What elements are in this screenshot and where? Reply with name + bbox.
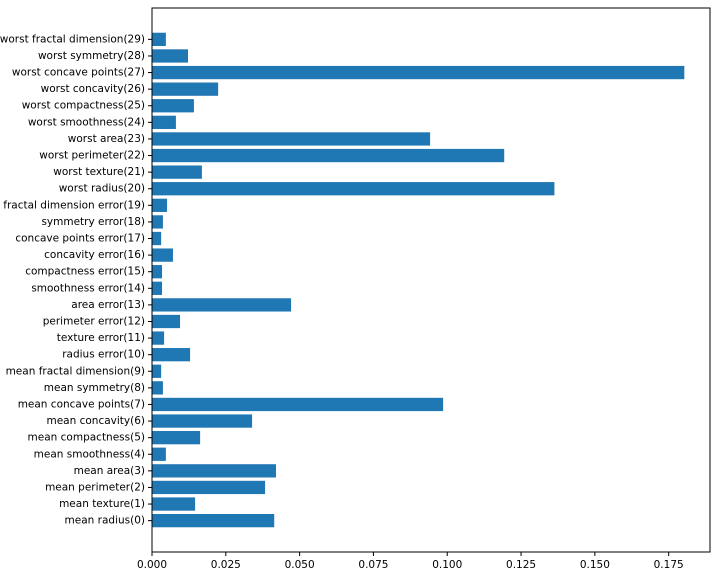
y-tick-label: worst concavity(26) (41, 83, 145, 95)
bar (152, 148, 505, 163)
x-tick-label: 0.050 (285, 559, 315, 571)
y-tick-label: worst radius(20) (59, 183, 145, 195)
y-tick-label: worst area(23) (68, 133, 145, 145)
plot-frame (151, 7, 711, 553)
y-tick-label: worst compactness(25) (22, 100, 145, 112)
bar (152, 348, 191, 362)
bar (152, 431, 201, 445)
x-tick-label: 0.125 (506, 559, 536, 571)
bar (152, 281, 163, 295)
bar (152, 165, 202, 179)
bar (152, 381, 163, 395)
x-tick-label: 0.150 (580, 559, 610, 571)
y-tick-label: worst symmetry(28) (38, 50, 145, 62)
y-tick-label: mean symmetry(8) (44, 382, 145, 394)
bar (152, 49, 189, 63)
y-tick-label: fractal dimension error(19) (3, 199, 145, 211)
bar (152, 314, 181, 329)
y-tick-label: mean compactness(5) (28, 432, 145, 444)
x-tick-label: 0.025 (211, 559, 241, 571)
bar (152, 265, 163, 279)
y-tick-label: mean perimeter(2) (45, 481, 145, 493)
bar (152, 298, 292, 312)
y-tick-label: worst texture(21) (53, 166, 145, 178)
x-tick-label: 0.175 (654, 559, 684, 571)
bar (152, 480, 266, 495)
bar (152, 99, 194, 113)
y-tick-label: mean area(3) (74, 465, 145, 477)
y-tick-label: worst smoothness(24) (28, 116, 145, 128)
bar (152, 132, 431, 146)
bar (152, 497, 196, 511)
x-tick-label: 0.000 (137, 559, 167, 571)
bar (152, 397, 444, 412)
y-tick-label: worst perimeter(22) (39, 150, 145, 162)
x-tick-label: 0.100 (432, 559, 462, 571)
bar (152, 65, 685, 80)
bar (152, 182, 555, 196)
bar (152, 513, 275, 528)
bar (152, 447, 166, 461)
y-tick-label: mean concave points(7) (18, 398, 145, 410)
y-tick-label: radius error(10) (62, 349, 145, 361)
y-tick-label: mean texture(1) (59, 498, 145, 510)
y-tick-label: concave points error(17) (15, 233, 145, 245)
y-tick-label: worst concave points(27) (12, 67, 145, 79)
y-tick-label: perimeter error(12) (43, 315, 145, 327)
bar (152, 414, 253, 428)
y-tick-label: mean fractal dimension(9) (6, 365, 145, 377)
y-tick-label: compactness error(15) (25, 266, 145, 278)
bar (152, 364, 162, 378)
bar (152, 115, 176, 129)
y-tick-label: symmetry error(18) (41, 216, 145, 228)
y-tick-label: texture error(11) (57, 332, 145, 344)
y-tick-label: mean radius(0) (65, 515, 145, 527)
bar (152, 464, 276, 478)
y-tick-label: mean smoothness(4) (34, 448, 145, 460)
bar (152, 231, 162, 246)
bar (152, 248, 173, 262)
y-tick-label: smoothness error(14) (31, 282, 145, 294)
bar (152, 215, 163, 229)
x-tick-label: 0.075 (358, 559, 388, 571)
y-tick-label: worst fractal dimension(29) (0, 33, 145, 45)
y-tick-label: mean concavity(6) (46, 415, 145, 427)
bar (152, 82, 219, 96)
y-tick-label: area error(13) (71, 299, 145, 311)
bar (152, 198, 168, 212)
y-tick-label: concavity error(16) (44, 249, 145, 261)
bar (152, 331, 165, 345)
bar (152, 32, 166, 47)
